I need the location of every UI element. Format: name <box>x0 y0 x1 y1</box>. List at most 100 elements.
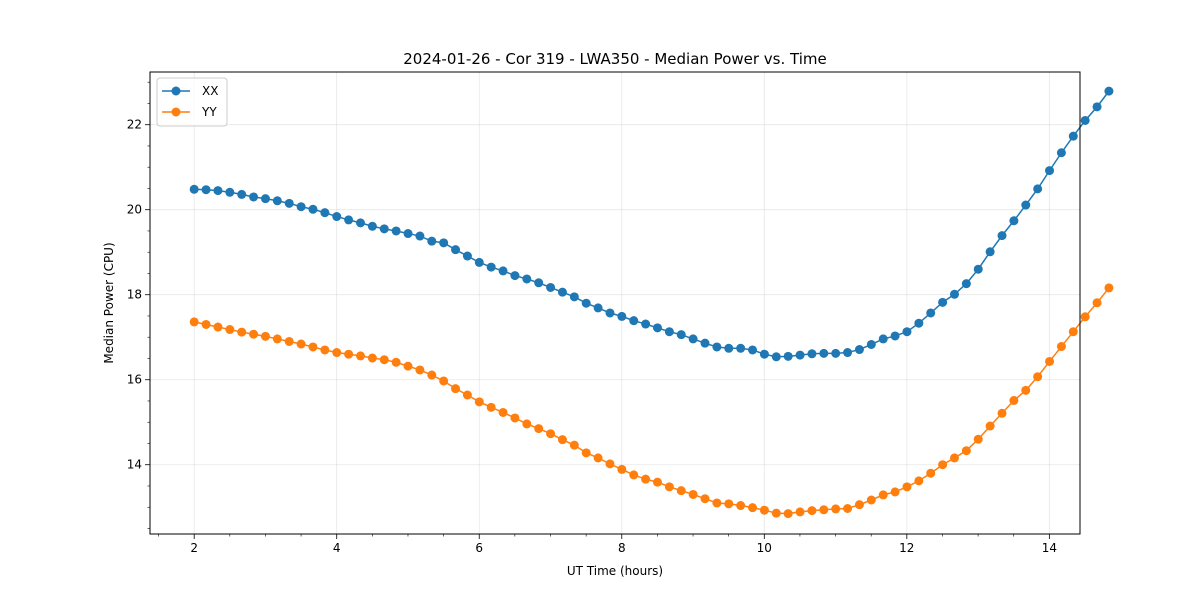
data-point-xx <box>843 348 853 358</box>
data-point-yy <box>486 402 496 412</box>
data-point-xx <box>225 187 235 197</box>
data-point-yy <box>498 407 508 417</box>
data-point-yy <box>985 421 995 431</box>
data-point-yy <box>890 487 900 497</box>
data-point-xx <box>332 212 342 222</box>
data-point-yy <box>427 370 437 380</box>
chart-title: 2024-01-26 - Cor 319 - LWA350 - Median P… <box>403 50 827 68</box>
data-point-yy <box>1104 283 1114 293</box>
data-point-yy <box>367 353 377 363</box>
legend-label-xx: XX <box>202 84 218 98</box>
data-point-xx <box>367 221 377 231</box>
data-point-xx <box>581 298 591 308</box>
data-point-yy <box>807 506 817 516</box>
data-point-xx <box>308 204 318 214</box>
data-point-yy <box>320 345 330 355</box>
data-point-yy <box>641 474 651 484</box>
data-point-xx <box>724 343 734 353</box>
data-point-xx <box>486 262 496 272</box>
data-point-yy <box>748 503 758 513</box>
data-point-xx <box>1009 216 1019 226</box>
data-point-yy <box>1092 298 1102 308</box>
data-point-yy <box>332 348 342 358</box>
data-point-xx <box>926 308 936 318</box>
data-point-yy <box>474 397 484 407</box>
data-point-yy <box>712 498 722 508</box>
data-point-yy <box>831 504 841 514</box>
data-point-yy <box>249 329 259 339</box>
y-tick-label: 20 <box>127 203 142 217</box>
data-point-xx <box>522 274 532 284</box>
data-point-yy <box>308 342 318 352</box>
data-point-yy <box>189 317 199 327</box>
data-point-xx <box>1068 131 1078 141</box>
data-point-yy <box>534 424 544 434</box>
data-point-xx <box>213 186 223 196</box>
y-tick-label: 18 <box>127 288 142 302</box>
data-point-xx <box>902 327 912 337</box>
data-point-xx <box>569 292 579 302</box>
data-point-yy <box>843 504 853 513</box>
data-point-yy <box>652 477 662 487</box>
data-point-xx <box>949 289 959 299</box>
data-point-xx <box>534 278 544 288</box>
data-point-yy <box>569 440 579 450</box>
data-point-yy <box>344 349 354 359</box>
data-point-yy <box>557 435 567 445</box>
x-tick-label: 10 <box>757 541 772 555</box>
x-tick-label: 8 <box>618 541 626 555</box>
data-point-yy <box>237 327 247 337</box>
data-point-yy <box>415 365 425 375</box>
data-point-xx <box>510 271 520 281</box>
data-point-yy <box>771 508 781 518</box>
data-point-xx <box>237 189 247 199</box>
data-point-yy <box>593 453 603 463</box>
data-point-yy <box>225 325 235 335</box>
data-point-xx <box>451 245 461 255</box>
data-point-yy <box>759 505 769 515</box>
legend-marker-yy <box>171 107 181 117</box>
data-point-yy <box>914 476 924 486</box>
data-point-xx <box>272 196 282 206</box>
data-point-xx <box>890 331 900 341</box>
y-tick-label: 14 <box>127 458 142 472</box>
data-point-xx <box>379 224 389 234</box>
data-point-yy <box>617 464 627 474</box>
data-point-yy <box>783 509 793 519</box>
data-point-xx <box>783 351 793 361</box>
data-point-xx <box>474 257 484 267</box>
data-point-xx <box>641 319 651 329</box>
data-point-yy <box>795 507 805 517</box>
legend: XX YY <box>156 77 228 127</box>
data-point-xx <box>546 282 556 292</box>
y-tick-label: 22 <box>127 118 142 132</box>
data-point-yy <box>878 490 888 500</box>
data-point-yy <box>676 486 686 496</box>
data-point-yy <box>510 413 520 423</box>
data-point-xx <box>866 339 876 349</box>
data-point-xx <box>748 345 758 355</box>
data-point-yy <box>213 322 223 332</box>
data-point-xx <box>617 311 627 321</box>
data-point-yy <box>605 459 615 469</box>
data-point-xx <box>1092 102 1102 112</box>
data-point-xx <box>462 251 472 261</box>
legend-marker-xx <box>171 86 181 96</box>
data-point-xx <box>320 208 330 218</box>
data-point-yy <box>462 390 472 400</box>
x-axis-label: UT Time (hours) <box>567 564 663 578</box>
data-point-yy <box>1080 312 1090 322</box>
x-tick-label: 2 <box>190 541 198 555</box>
data-point-yy <box>938 460 948 470</box>
data-point-xx <box>629 316 639 326</box>
data-point-xx <box>736 343 746 353</box>
data-point-yy <box>961 446 971 456</box>
data-point-yy <box>356 351 365 361</box>
data-point-xx <box>557 287 567 297</box>
data-point-xx <box>997 231 1007 241</box>
data-point-xx <box>831 348 841 358</box>
data-point-xx <box>439 238 449 248</box>
data-point-xx <box>1033 184 1043 194</box>
data-point-yy <box>664 482 674 492</box>
data-point-yy <box>1009 396 1019 406</box>
